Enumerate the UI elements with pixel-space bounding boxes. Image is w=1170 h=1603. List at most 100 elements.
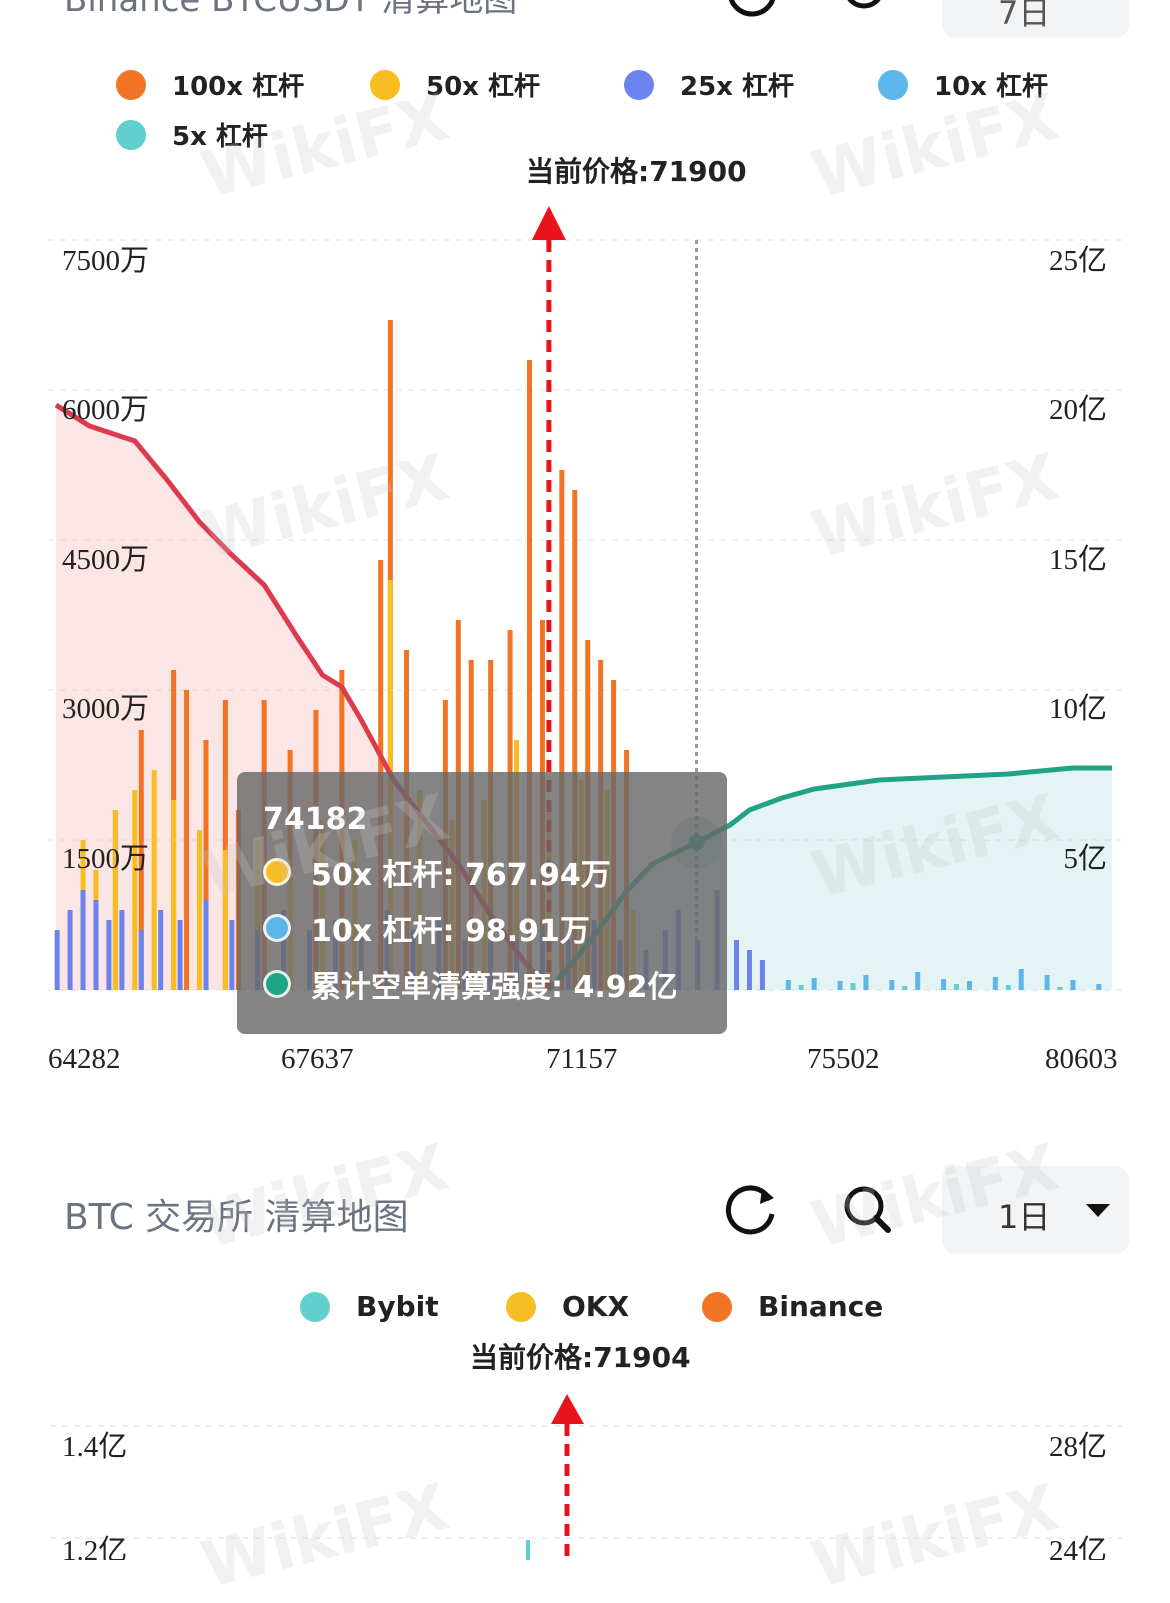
legend-item-bybit[interactable]: Bybit <box>300 1290 439 1323</box>
chart2-title: BTC 交易所 清算地图 <box>64 1197 409 1238</box>
search-icon <box>844 1186 891 1233</box>
y-right-tick: 24亿 <box>1049 1534 1107 1560</box>
legend-item-100x[interactable]: 100x 杠杆 <box>116 66 304 103</box>
tooltip-text: 累计空单清算强度: 4.92亿 <box>311 970 678 1005</box>
liquidation-bar <box>158 910 164 990</box>
liquidation-bar <box>785 980 791 990</box>
y-left-tick: 6000万 <box>62 394 149 426</box>
liquidation-bar <box>850 983 856 990</box>
y-right-tick: 25亿 <box>1049 244 1107 277</box>
y-right-tick: 20亿 <box>1049 393 1107 426</box>
legend-label: 25x 杠杆 <box>680 72 795 102</box>
liquidation-bar <box>902 986 908 990</box>
tooltip-row: 累计空单清算强度: 4.92亿 <box>263 962 677 1006</box>
refresh-button[interactable] <box>722 1178 782 1238</box>
liquidation-bar <box>798 985 804 990</box>
liquidation-bar <box>759 960 765 990</box>
tooltip-row: 50x 杠杆: 767.94万 <box>263 850 611 894</box>
refresh-icon <box>728 0 776 17</box>
liquidation-bar <box>138 930 144 990</box>
legend-item-okx[interactable]: OKX <box>506 1290 629 1323</box>
liquidation-bar <box>954 984 960 990</box>
y-left-tick: 1.2亿 <box>62 1534 127 1560</box>
liquidation-bar <box>151 770 157 990</box>
y-left-tick: 3000万 <box>62 693 149 725</box>
exchange-liquidation-chart[interactable]: 1.4亿 1.2亿 28亿 24亿 <box>0 1380 1170 1560</box>
liquidation-bar <box>67 910 73 990</box>
legend-item-50x[interactable]: 50x 杠杆 <box>370 66 540 103</box>
tooltip-dot <box>263 858 291 886</box>
y-right-tick: 5亿 <box>1063 842 1107 875</box>
liquidation-bar <box>54 930 60 990</box>
search-icon <box>847 0 881 9</box>
legend-item-5x[interactable]: 5x 杠杆 <box>116 116 268 153</box>
legend-dot <box>624 69 654 100</box>
liquidation-bar <box>863 975 869 990</box>
legend-label: 50x 杠杆 <box>426 72 541 102</box>
liquidation-bar <box>941 979 947 990</box>
liquidation-bar <box>171 800 177 990</box>
liquidation-bar <box>132 790 138 990</box>
legend-dot <box>116 119 146 150</box>
liquidation-bar <box>119 910 125 990</box>
current-price-label: 当前价格:71900 <box>526 155 747 188</box>
liquidation-bar <box>1044 975 1050 990</box>
liquidation-bar <box>1070 980 1076 990</box>
liquidation-bar <box>197 830 203 990</box>
liquidation-bar <box>811 978 817 990</box>
legend-dot <box>878 69 908 100</box>
y-left-tick: 4500万 <box>62 544 149 576</box>
liquidation-bar <box>93 900 99 990</box>
legend-item-25x[interactable]: 25x 杠杆 <box>624 66 794 103</box>
y-right-tick: 10亿 <box>1049 692 1107 725</box>
x-tick: 75502 <box>807 1043 880 1075</box>
x-tick: 71157 <box>546 1043 617 1075</box>
tooltip-dot <box>263 970 291 998</box>
chart-tooltip: 74182 50x 杠杆: 767.94万 10x 杠杆: 98.91万 累计空… <box>237 772 727 1034</box>
liquidation-bar <box>222 700 228 990</box>
search-button[interactable] <box>838 0 898 22</box>
legend-dot <box>506 1291 536 1322</box>
y-left-tick: 1.4亿 <box>62 1430 127 1463</box>
bar-bybit <box>526 1540 530 1560</box>
tooltip-row: 10x 杠杆: 98.91万 <box>263 906 590 950</box>
legend-label: 10x 杠杆 <box>934 72 1049 102</box>
refresh-button[interactable] <box>722 0 782 22</box>
chart1-period-select[interactable]: 7日 <box>942 0 1129 38</box>
current-price-arrow <box>531 206 566 240</box>
liquidation-bar <box>112 810 118 990</box>
y-right-tick: 28亿 <box>1049 1430 1107 1463</box>
tooltip-text: 10x 杠杆: 98.91万 <box>311 914 590 949</box>
liquidation-bar <box>1005 985 1011 990</box>
refresh-icon <box>725 1185 775 1235</box>
legend-label: OKX <box>562 1290 630 1323</box>
liquidation-bar <box>889 980 895 990</box>
chart2-period-select[interactable]: 1日 <box>942 1166 1129 1254</box>
y-left-tick: 7500万 <box>62 245 149 277</box>
tooltip-text: 50x 杠杆: 767.94万 <box>311 858 611 893</box>
legend-dot <box>300 1291 330 1322</box>
legend-label: Binance <box>758 1290 884 1323</box>
legend-label: 100x 杠杆 <box>172 72 305 102</box>
legend-dot <box>116 69 146 100</box>
search-button[interactable] <box>838 1178 898 1238</box>
x-tick: 67637 <box>281 1043 354 1075</box>
liquidation-bar <box>746 950 752 990</box>
liquidation-bar <box>106 920 112 990</box>
liquidation-bar <box>992 977 998 990</box>
tooltip-price: 74182 <box>263 802 368 837</box>
legend-item-10x[interactable]: 10x 杠杆 <box>878 66 1048 103</box>
axis-labels: 7500万 6000万 4500万 3000万 1500万 25亿 20亿 15… <box>48 244 1118 1075</box>
liquidation-bar <box>572 490 578 990</box>
legend-item-binance[interactable]: Binance <box>702 1290 883 1323</box>
liquidation-bar <box>177 920 183 990</box>
legend-label: Bybit <box>356 1290 439 1323</box>
current-price-arrow <box>551 1394 584 1424</box>
liquidation-bar <box>184 690 190 990</box>
x-tick: 80603 <box>1045 1043 1118 1075</box>
liquidation-bar <box>138 730 144 990</box>
liquidation-bar <box>1057 987 1063 990</box>
liquidation-bar <box>229 920 235 990</box>
liquidation-bar <box>222 850 228 990</box>
chart1-title: Binance BTCUSDT 清算地图 <box>64 0 518 20</box>
